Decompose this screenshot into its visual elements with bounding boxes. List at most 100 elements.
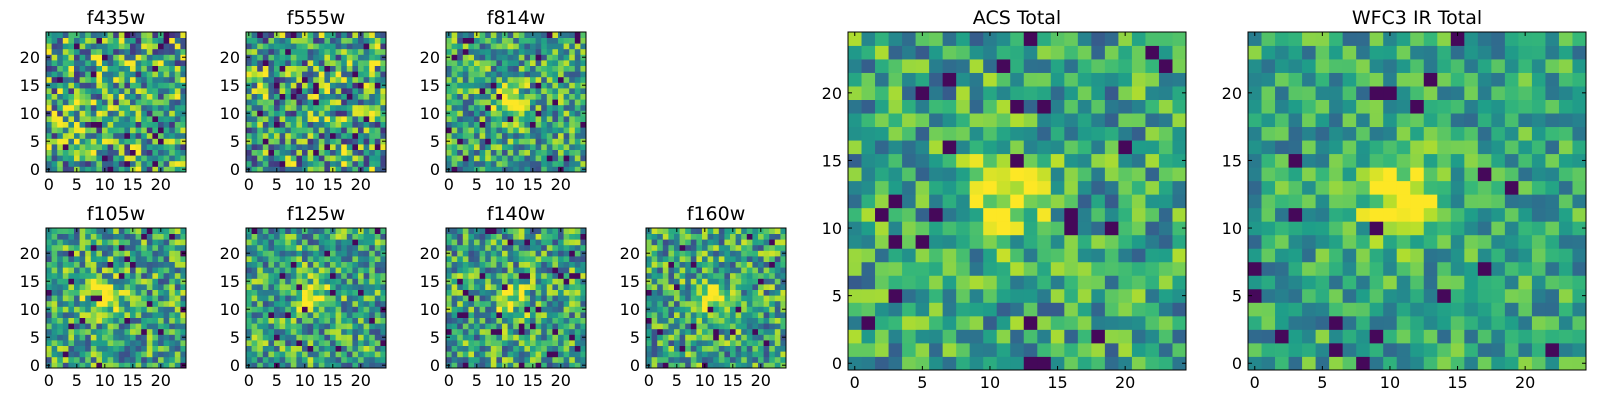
heatmap-cell	[1077, 248, 1092, 263]
heatmap-cell	[730, 306, 736, 313]
heatmap-cell	[268, 37, 275, 44]
heatmap-cell	[580, 356, 587, 363]
heatmap-cell	[296, 272, 303, 279]
heatmap-cell	[51, 250, 58, 257]
heatmap-cell	[130, 233, 136, 240]
heatmap-cell	[102, 278, 108, 285]
heatmap-cell	[457, 244, 464, 251]
heatmap-cell	[861, 221, 876, 236]
heatmap-cell	[96, 250, 103, 257]
heatmap-cell	[296, 110, 303, 117]
heatmap-cell	[558, 121, 564, 128]
heatmap-cell	[296, 166, 303, 173]
heatmap-cell	[146, 82, 153, 89]
heatmap-cell	[135, 127, 142, 134]
heatmap-cell	[251, 233, 258, 240]
heatmap-cell	[324, 306, 331, 313]
heatmap-cell	[262, 272, 269, 279]
heatmap-cell	[118, 334, 125, 341]
heatmap-cell	[169, 250, 176, 257]
heatmap-cell	[313, 48, 320, 55]
heatmap-cell	[96, 233, 103, 240]
heatmap-cell	[302, 48, 308, 55]
heatmap-cell	[141, 334, 148, 341]
heatmap-cell	[524, 60, 531, 66]
heatmap-cell	[569, 48, 576, 55]
heatmap-cell	[1037, 221, 1052, 236]
heatmap-cell	[774, 289, 781, 296]
heatmap-cell	[130, 334, 136, 341]
heatmap-cell	[513, 132, 520, 139]
heatmap-cell	[296, 99, 303, 106]
heatmap-cell	[57, 155, 64, 162]
heatmap-cell	[552, 99, 559, 106]
heatmap-cell	[848, 275, 862, 290]
heatmap-cell	[102, 250, 108, 257]
heatmap-cell	[85, 256, 92, 262]
heatmap-cell	[135, 110, 142, 117]
heatmap-cell	[513, 43, 520, 50]
heatmap-cell	[546, 54, 553, 61]
heatmap-cell	[174, 351, 181, 358]
heatmap-cell	[558, 76, 564, 83]
heatmap-cell	[346, 323, 353, 330]
heatmap-cell	[735, 239, 742, 246]
heatmap-cell	[1064, 248, 1079, 263]
heatmap-cell	[374, 43, 381, 50]
heatmap-cell	[158, 116, 164, 122]
heatmap-cell	[113, 228, 120, 234]
heatmap-cell	[363, 312, 370, 318]
x-tick-label: 5	[472, 175, 482, 194]
x-tick-label: 20	[551, 175, 571, 194]
heatmap-cell	[285, 71, 292, 78]
heatmap-cell	[146, 43, 153, 50]
heatmap-cell	[251, 239, 258, 246]
heatmap-cell	[774, 328, 781, 335]
heatmap-cell	[861, 234, 876, 249]
heatmap-cell	[651, 256, 658, 262]
heatmap-cell	[746, 300, 753, 307]
heatmap-cell	[146, 166, 153, 173]
heatmap-cell	[724, 272, 731, 279]
heatmap-cell	[330, 65, 336, 72]
heatmap-cell	[62, 76, 69, 83]
heatmap-cell	[983, 248, 998, 263]
heatmap-cell	[685, 244, 692, 251]
heatmap-cell	[496, 132, 503, 139]
heatmap-cell	[102, 110, 108, 117]
heatmap-cell	[307, 233, 314, 240]
heatmap-cell	[651, 228, 658, 234]
heatmap-cell	[780, 267, 787, 274]
heatmap-cell	[518, 104, 525, 111]
heatmap-cell	[346, 54, 353, 61]
heatmap-cell	[113, 88, 120, 94]
heatmap-cell	[51, 132, 58, 139]
heatmap-cell	[679, 228, 686, 234]
heatmap-cell	[769, 284, 776, 290]
heatmap-cell	[363, 317, 370, 324]
heatmap-cell	[62, 93, 69, 100]
heatmap-cell	[74, 149, 80, 156]
heatmap-cell	[130, 37, 136, 44]
heatmap-cell	[541, 267, 548, 274]
heatmap-cell	[290, 127, 297, 134]
heatmap-cell	[662, 239, 669, 246]
heatmap-cell	[563, 76, 570, 83]
heatmap-cell	[85, 144, 92, 150]
heatmap-cell	[358, 160, 364, 167]
heatmap-cell	[848, 234, 862, 249]
heatmap-cell	[158, 278, 164, 285]
heatmap-cell	[251, 300, 258, 307]
heatmap-cell	[563, 362, 570, 369]
heatmap-cell	[346, 267, 353, 274]
heatmap-cell	[51, 32, 58, 38]
heatmap-cell	[490, 272, 497, 279]
heatmap-cell	[118, 295, 125, 302]
heatmap-cell	[130, 121, 136, 128]
heatmap-cell	[657, 239, 664, 246]
heatmap-cell	[169, 345, 176, 352]
heatmap-cell	[262, 149, 269, 156]
heatmap-cell	[513, 334, 520, 341]
heatmap-cell	[457, 340, 464, 346]
heatmap-cell	[74, 99, 80, 106]
